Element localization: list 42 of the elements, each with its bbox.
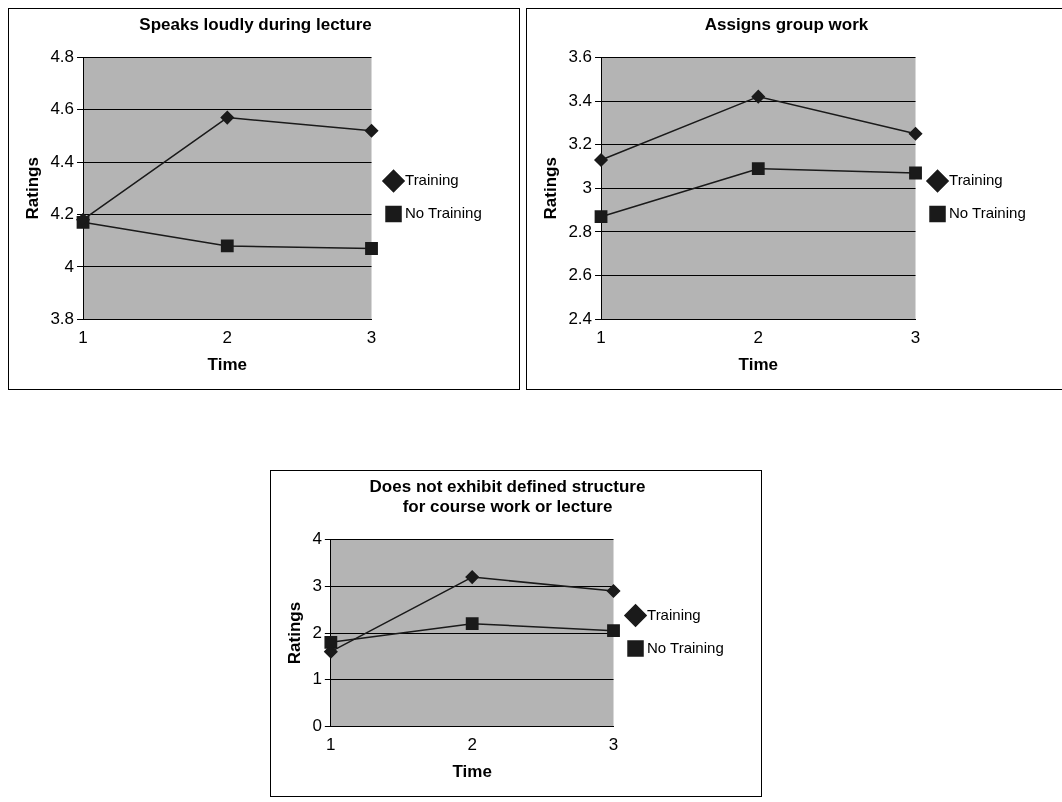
y-tick-label: 3 [582,177,593,197]
y-tick-label: 4.2 [50,204,75,224]
legend-label: Training [647,605,701,623]
y-axis-title: Ratings [284,601,304,665]
legend-label: Training [405,171,459,189]
y-tick-label: 1 [312,669,322,689]
x-tick-label: 1 [596,328,606,348]
legend-label: No Training [405,204,482,222]
x-axis-title: Time [452,762,492,782]
y-tick-label: 3.4 [568,90,593,110]
x-tick-label: 2 [753,328,764,348]
y-tick-label: 2 [312,622,322,642]
x-axis-title: Time [207,355,247,375]
x-tick-label: 3 [366,328,377,348]
y-tick-label: 2.6 [568,265,593,285]
y-axis-title: Ratings [540,157,560,220]
x-tick-label: 2 [467,735,477,755]
y-axis-title: Ratings [22,157,42,220]
x-tick-label: 1 [326,735,336,755]
legend-label: No Training [949,204,1026,222]
x-tick-label: 3 [608,735,619,755]
y-tick-label: 4.6 [50,99,75,119]
y-tick-label: 4 [312,529,322,549]
y-tick-label: 0 [312,715,322,735]
y-tick-label: 4.8 [50,47,75,67]
x-axis-title: Time [738,355,778,375]
x-tick-label: 1 [78,328,88,348]
y-tick-label: 3.6 [568,47,593,67]
legend-label: Training [949,171,1003,189]
y-tick-label: 3 [312,576,322,596]
chart-title: Does not exhibit defined structure for course work or lecture [369,476,646,517]
y-tick-label: 2.8 [568,221,593,241]
y-tick-label: 4.4 [50,151,75,171]
chart-title: Assigns group work [704,14,869,34]
x-tick-label: 2 [222,328,233,348]
y-tick-label: 3.8 [50,308,75,328]
legend-label: No Training [647,638,724,656]
y-tick-label: 3.2 [568,134,593,154]
x-tick-label: 3 [910,328,921,348]
chart-title: Speaks loudly during lecture [139,14,372,34]
y-tick-label: 2.4 [568,308,593,328]
y-tick-label: 4 [64,256,75,276]
